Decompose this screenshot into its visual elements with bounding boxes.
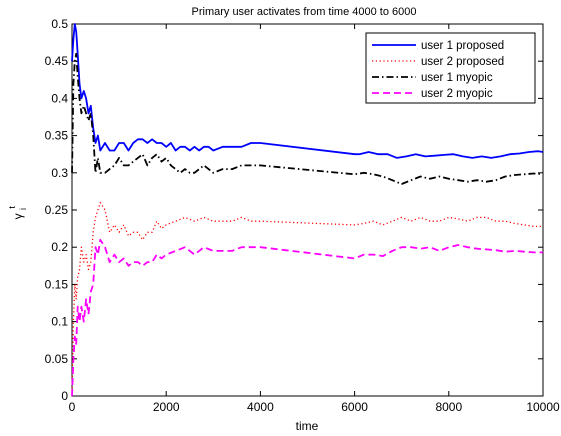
y-axis: 0 0.05 0.1 0.15 0.2 0.25 0.3 0.35 0.4 0.45 0.5: [45, 17, 543, 403]
legend-label: user 2 proposed: [421, 56, 504, 68]
y-axis-title-subscript: i: [18, 208, 28, 210]
x-axis: 0 2000 4000 6000 8000 10000: [69, 24, 560, 414]
y-tick-label: 0.35: [45, 129, 69, 143]
y-tick-label: 0: [61, 389, 68, 403]
x-tick-label: 4000: [247, 400, 274, 414]
y-tick-label: 0.45: [45, 54, 69, 68]
x-tick-label: 10000: [526, 400, 560, 414]
series-line-user-2-myopic: [71, 238, 543, 397]
y-tick-label: 0.3: [51, 166, 68, 180]
legend: user 1 proposed user 2 proposed user 1 myo…: [365, 32, 536, 104]
series-lines: [71, 23, 544, 397]
y-axis-title-superscript: t: [7, 206, 17, 209]
legend-label: user 1 myopic: [421, 72, 493, 84]
y-tick-label: 0.2: [51, 240, 68, 254]
y-tick-label: 0.1: [51, 315, 68, 329]
y-tick-label: 0.15: [45, 277, 69, 291]
series-line-user-2-proposed: [71, 201, 543, 397]
x-tick-label: 8000: [435, 400, 462, 414]
y-tick-label: 0.05: [45, 352, 69, 366]
x-tick-label: 2000: [153, 400, 180, 414]
y-tick-label: 0.5: [51, 17, 68, 31]
chart-title: Primary user activates from time 4000 to…: [192, 6, 417, 18]
series-line-user-1-myopic: [71, 52, 544, 185]
y-axis-title: γ i t: [7, 205, 29, 220]
y-tick-label: 0.4: [51, 91, 68, 105]
series-line-user-1-proposed: [71, 23, 544, 159]
svg-text:γ i t: γ i t: [7, 205, 29, 220]
y-tick-label: 0.25: [45, 203, 69, 217]
y-axis-title-symbol: γ: [11, 213, 25, 219]
x-tick-label: 6000: [341, 400, 368, 414]
x-tick-label: 0: [69, 400, 76, 414]
x-axis-title: time: [296, 419, 319, 433]
legend-label: user 2 myopic: [421, 88, 493, 100]
legend-label: user 1 proposed: [421, 40, 504, 52]
